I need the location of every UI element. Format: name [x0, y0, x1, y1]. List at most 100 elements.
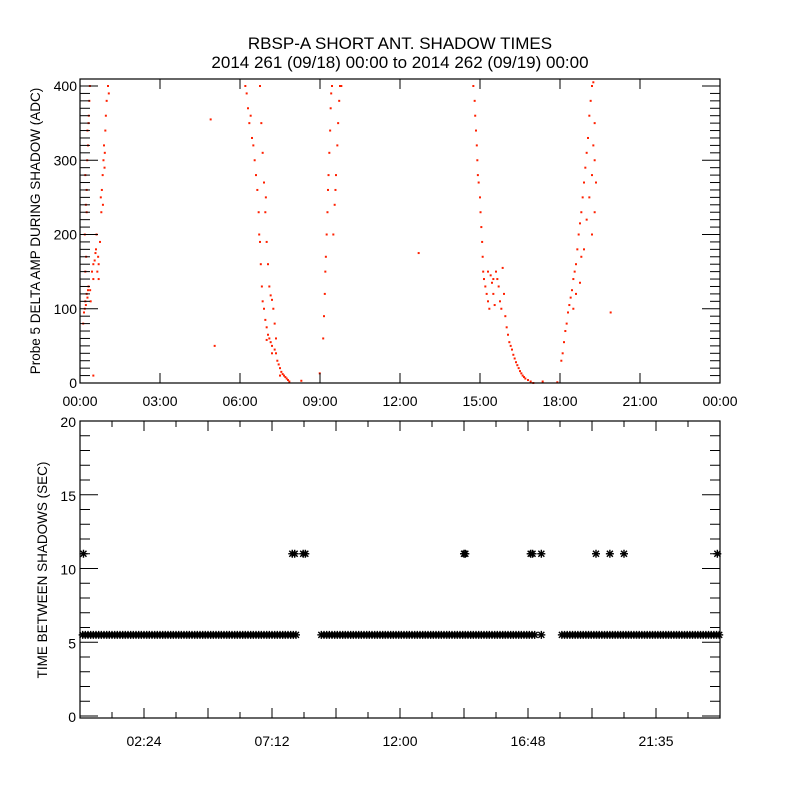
data-point	[339, 85, 341, 87]
data-point	[417, 252, 420, 255]
data-point	[593, 122, 596, 125]
data-point	[507, 333, 509, 336]
data-point	[569, 296, 572, 299]
asterisk-point	[292, 630, 300, 639]
data-point	[333, 203, 336, 206]
asterisk-point	[528, 549, 537, 558]
data-point	[577, 233, 580, 236]
x-tick-label: 06:00	[222, 393, 257, 409]
data-point	[251, 136, 253, 139]
data-point	[264, 211, 267, 214]
data-point	[285, 377, 288, 380]
data-point	[489, 274, 492, 277]
data-point	[541, 380, 544, 383]
y-tick-label: 0	[68, 709, 76, 725]
data-point	[609, 311, 612, 314]
data-point	[499, 300, 501, 303]
top-ticks: 00:00 03:00 06:00 09:00 12:00 15:00 18:00 21:00…	[54, 78, 738, 409]
data-point	[287, 379, 289, 382]
bottom-plot-frame	[79, 420, 721, 719]
data-point	[324, 270, 327, 273]
bottom-ticks: 02:24 07:12 12:00 16:48 21:35 0 5 10 15 20	[60, 414, 721, 749]
data-point	[260, 122, 263, 125]
data-point	[487, 300, 489, 303]
data-point	[488, 307, 491, 310]
data-point	[252, 144, 255, 147]
data-point	[267, 263, 269, 266]
data-point	[524, 377, 527, 380]
data-point	[261, 151, 264, 154]
asterisk-point	[592, 549, 600, 558]
data-point	[335, 174, 337, 177]
data-point	[93, 259, 96, 262]
data-point	[593, 211, 596, 214]
data-point	[92, 278, 95, 281]
data-point	[565, 322, 568, 325]
data-point	[269, 294, 272, 297]
data-point	[579, 281, 581, 284]
data-point	[97, 263, 100, 266]
data-point	[248, 122, 251, 125]
data-point	[491, 281, 493, 284]
data-point	[475, 129, 477, 132]
asterisk-stroke	[606, 550, 614, 558]
asterisk-point	[461, 549, 470, 558]
data-point	[475, 144, 478, 147]
asterisk-stroke	[620, 550, 628, 558]
data-point	[323, 292, 326, 295]
data-point	[332, 233, 335, 236]
asterisk-point	[537, 630, 546, 639]
data-point	[583, 248, 585, 251]
data-point	[576, 248, 579, 251]
data-point	[279, 367, 281, 370]
data-point	[276, 359, 279, 362]
bottom-points	[78, 549, 724, 639]
data-point	[336, 144, 339, 147]
asterisk-stroke	[537, 631, 545, 639]
data-point	[89, 289, 92, 292]
data-point	[103, 151, 106, 154]
data-point	[92, 374, 95, 377]
data-point	[324, 255, 327, 258]
y-tick-label: 300	[54, 152, 78, 168]
data-point	[107, 92, 110, 95]
data-point	[273, 322, 276, 325]
data-point	[495, 270, 497, 273]
data-point	[107, 85, 109, 87]
data-point	[329, 129, 332, 132]
data-point	[479, 211, 482, 214]
data-point	[480, 226, 483, 229]
y-tick-label: 0	[69, 375, 77, 391]
data-point	[563, 341, 565, 344]
asterisk-stroke	[531, 631, 539, 639]
asterisk-stroke	[301, 550, 309, 558]
data-point	[103, 166, 106, 169]
data-point	[561, 352, 564, 355]
data-point	[99, 240, 101, 243]
data-point	[492, 292, 495, 295]
data-point	[102, 159, 105, 162]
data-point	[245, 92, 248, 95]
data-point	[91, 270, 93, 273]
data-point	[83, 311, 85, 314]
data-point	[258, 233, 261, 236]
asterisk-stroke	[715, 631, 723, 639]
data-point	[560, 359, 563, 362]
data-point	[271, 344, 273, 347]
data-point	[101, 174, 104, 177]
data-point	[328, 151, 331, 154]
data-point	[484, 285, 487, 288]
data-point	[474, 114, 477, 117]
chart-title: RBSP-A SHORT ANT. SHADOW TIMES	[248, 34, 552, 53]
data-point	[519, 370, 521, 373]
asterisk-point	[290, 549, 299, 558]
data-point	[261, 300, 264, 303]
top-plot-frame	[79, 78, 721, 384]
y-tick-label: 15	[60, 488, 76, 504]
asterisk-stroke	[291, 550, 299, 558]
data-point	[529, 380, 532, 383]
data-point	[595, 181, 597, 184]
data-point	[483, 278, 485, 281]
x-tick-label: 07:12	[254, 733, 289, 749]
x-tick-label: 16:48	[510, 733, 545, 749]
